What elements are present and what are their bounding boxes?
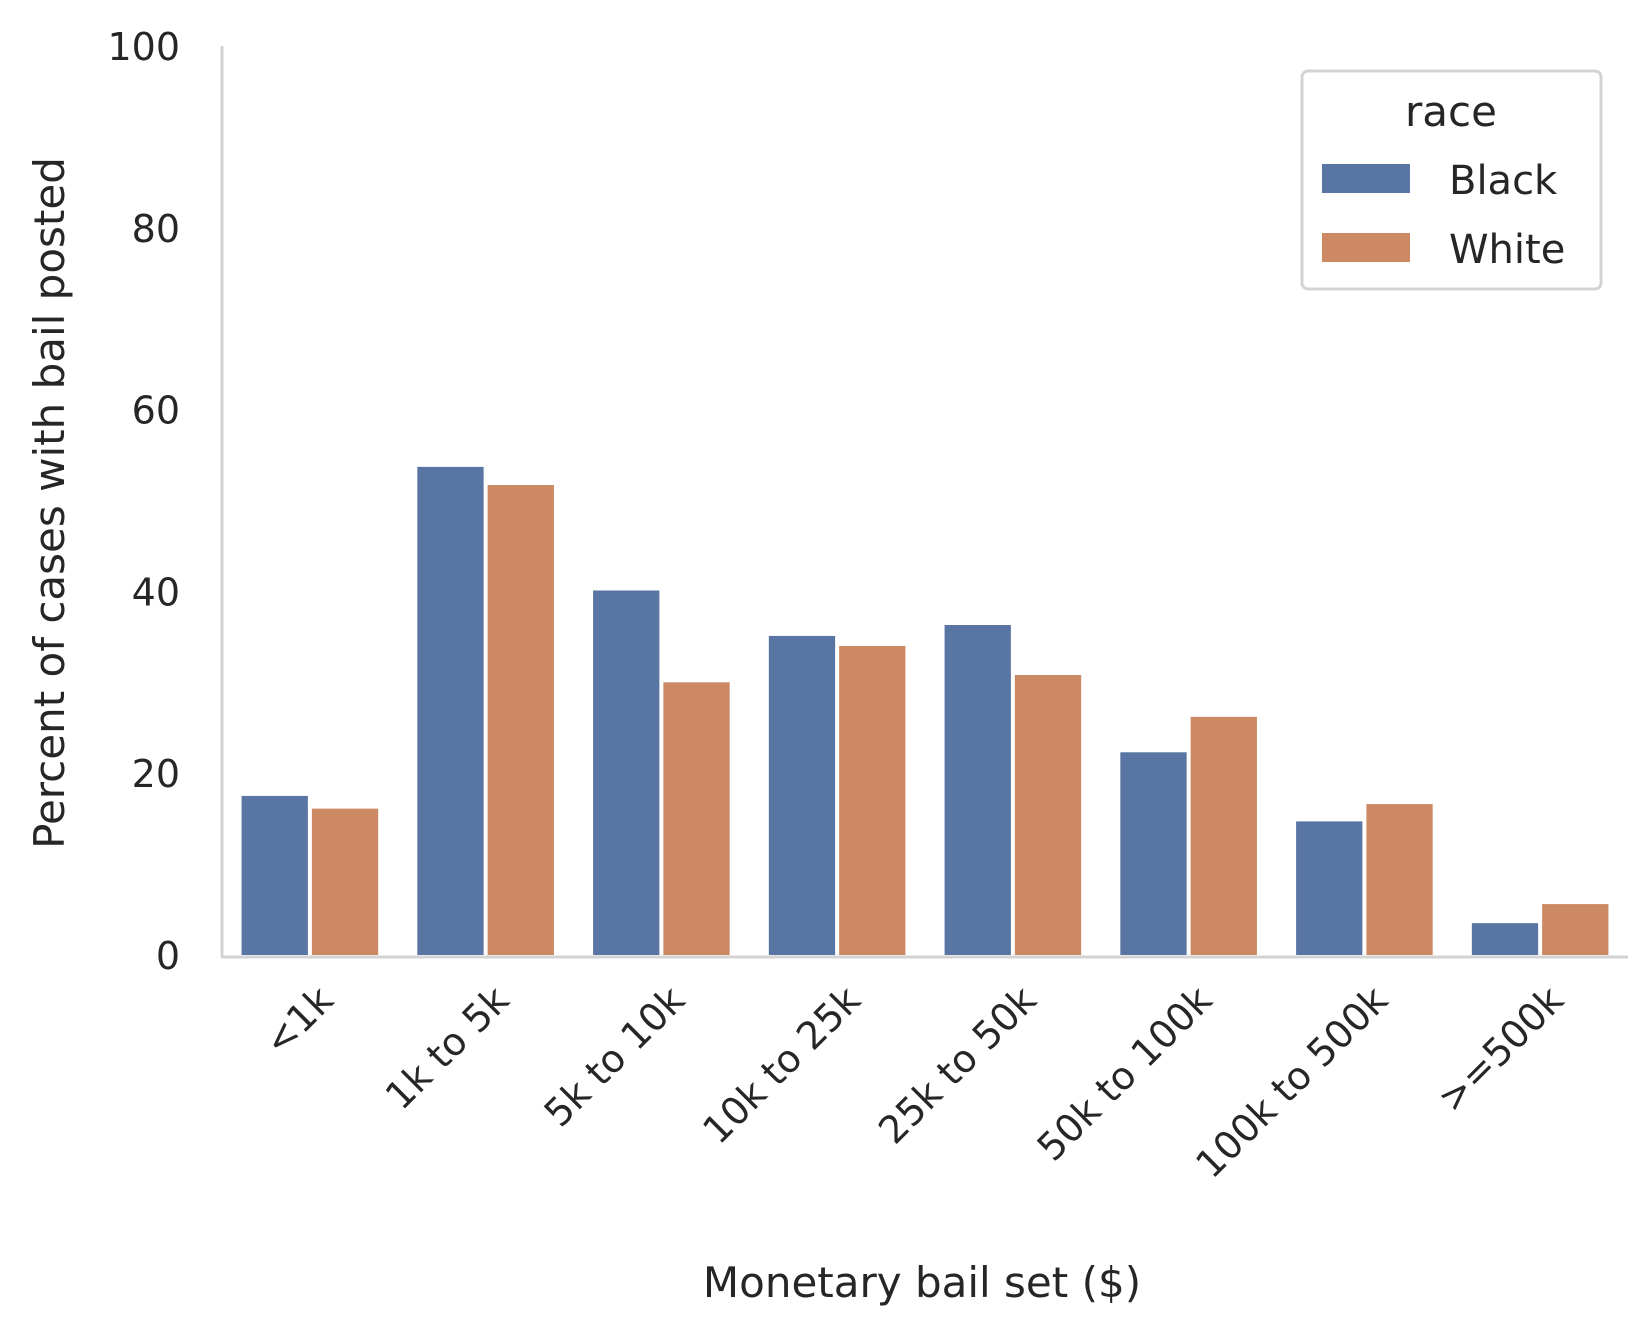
bar-black-10k-to-25k	[768, 635, 836, 955]
x-tick-label-500k: >=500k	[1429, 978, 1572, 1121]
y-tick-label-80: 80	[132, 207, 180, 251]
x-tick-label-25k-to-50k: 25k to 50k	[870, 978, 1045, 1153]
y-tick-labels: 0 20 40 60 80 100	[107, 25, 180, 978]
bar-white-1k	[311, 808, 379, 955]
legend: race Black White	[1300, 69, 1603, 291]
x-tick-label-1k: <1k	[255, 978, 341, 1064]
y-tick-label-100: 100	[107, 25, 180, 69]
x-tick-label-50k-to-100k: 50k to 100k	[1029, 978, 1221, 1170]
bar-black-25k-to-50k	[944, 625, 1011, 955]
x-tick-label-1k-to-5k: 1k to 5k	[377, 978, 517, 1118]
y-tick-label-20: 20	[132, 752, 180, 796]
y-tick-label-60: 60	[132, 389, 180, 433]
bars-group	[241, 466, 1609, 955]
bar-white-500k	[1542, 904, 1609, 955]
bar-black-5k-to-10k	[593, 590, 660, 955]
x-tick-label-5k-to-10k: 5k to 10k	[536, 978, 694, 1136]
bar-black-1k-to-5k	[417, 466, 484, 955]
legend-swatch-black	[1322, 164, 1410, 193]
bar-black-500k	[1471, 923, 1539, 955]
bar-white-25k-to-50k	[1014, 675, 1082, 955]
bar-white-50k-to-100k	[1190, 716, 1257, 955]
legend-label-white: White	[1449, 227, 1565, 273]
y-tick-label-0: 0	[156, 934, 180, 978]
x-tick-label-10k-to-25k: 10k to 25k	[694, 978, 869, 1153]
bar-black-1k	[241, 795, 308, 955]
bar-white-10k-to-25k	[839, 645, 906, 955]
legend-label-black: Black	[1449, 158, 1558, 204]
x-axis-title: Monetary bail set ($)	[703, 1258, 1141, 1307]
y-axis-title: Percent of cases with bail posted	[25, 157, 74, 849]
bar-white-100k-to-500k	[1366, 804, 1433, 955]
bar-black-100k-to-500k	[1296, 821, 1363, 955]
bar-white-1k-to-5k	[487, 485, 554, 955]
x-tick-labels: <1k 1k to 5k 5k to 10k 10k to 25k 25k to 50k…	[255, 978, 1572, 1187]
y-tick-label-40: 40	[132, 570, 180, 614]
bar-white-5k-to-10k	[663, 682, 730, 955]
bar-black-50k-to-100k	[1120, 752, 1187, 955]
legend-title: race	[1405, 87, 1497, 136]
legend-swatch-white	[1322, 233, 1410, 262]
